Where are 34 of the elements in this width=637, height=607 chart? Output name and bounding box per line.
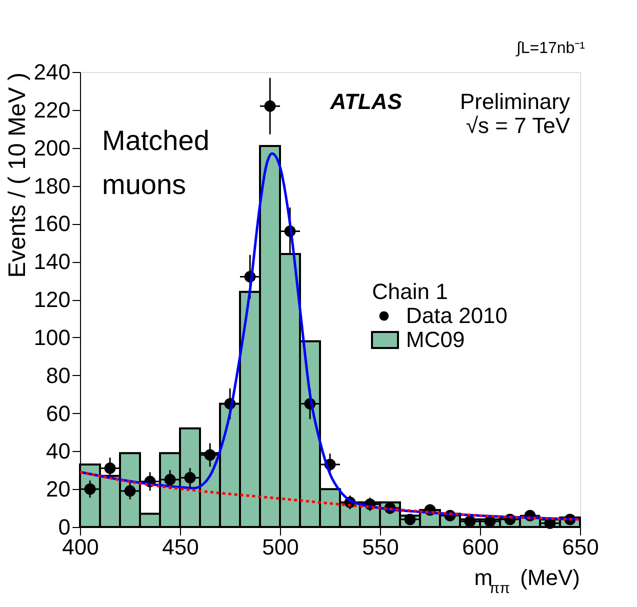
x-tick-label: 500 bbox=[262, 534, 299, 560]
annotation: ATLAS bbox=[329, 89, 402, 114]
y-tick-label: 120 bbox=[34, 287, 70, 312]
annotation: Matched muons bbox=[102, 125, 210, 200]
y-tick-label: 60 bbox=[46, 400, 70, 426]
y-tick-label: 160 bbox=[34, 211, 70, 236]
x-tick-label: 650 bbox=[562, 534, 599, 560]
point bbox=[104, 462, 116, 474]
point bbox=[84, 483, 96, 495]
y-tick-label: 100 bbox=[34, 324, 70, 350]
y-tick-label: 40 bbox=[46, 438, 70, 464]
point bbox=[164, 474, 176, 486]
y-tick-label: 240 bbox=[34, 60, 70, 84]
point bbox=[264, 100, 276, 112]
point bbox=[464, 516, 476, 527]
x-tick-label: 550 bbox=[362, 534, 399, 560]
x-tick-label: 600 bbox=[462, 534, 499, 560]
y-tick-label: 80 bbox=[46, 362, 70, 388]
legend-label: Data 2010 bbox=[406, 303, 508, 328]
annotation: Preliminary bbox=[460, 89, 570, 114]
point bbox=[204, 449, 216, 461]
y-tick-label: 220 bbox=[34, 97, 70, 122]
legend-title: Chain 1 bbox=[372, 279, 448, 304]
y-axis-title: Events / ( 10 MeV ) bbox=[4, 72, 31, 278]
y-tick-label: 20 bbox=[46, 476, 70, 502]
y-tick-label: 140 bbox=[34, 249, 70, 274]
y-tick-label: 200 bbox=[34, 135, 70, 160]
y-tick-label: 180 bbox=[34, 173, 70, 198]
legend-label: MC09 bbox=[406, 327, 465, 352]
point bbox=[184, 472, 196, 484]
point bbox=[124, 485, 136, 497]
annotation: √s = 7 TeV bbox=[466, 113, 570, 138]
text: ∫L=17nb⁻¹ bbox=[515, 40, 585, 57]
x-tick-label: 450 bbox=[162, 534, 199, 560]
